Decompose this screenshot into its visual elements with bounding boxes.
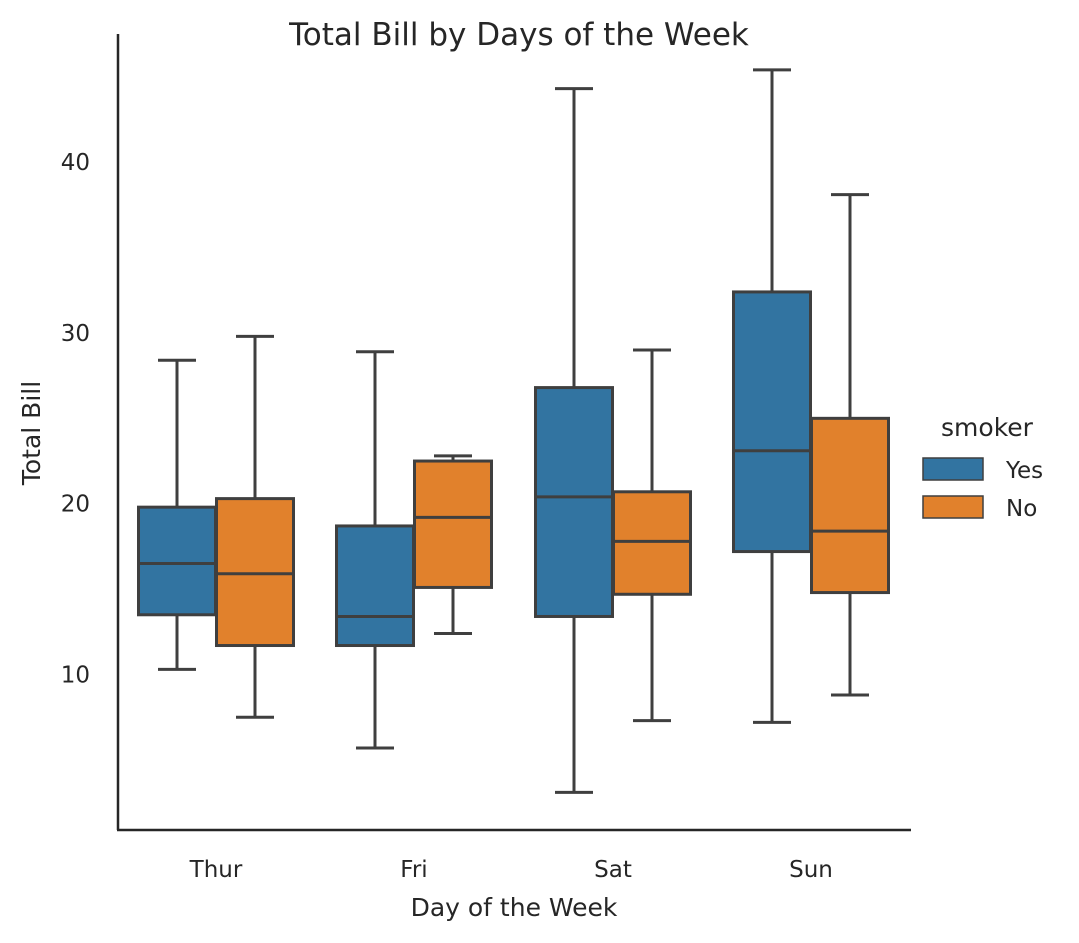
y-tick-label: 30 bbox=[61, 321, 90, 347]
box-thur-yes bbox=[137, 358, 217, 671]
iqr-box bbox=[810, 416, 890, 595]
legend-title: smoker bbox=[941, 413, 1034, 442]
box-fri-no bbox=[413, 454, 493, 636]
x-tick-label: Sun bbox=[789, 857, 833, 883]
iqr-box bbox=[137, 505, 217, 617]
x-tick-labels: Thur Fri Sat Sun bbox=[189, 857, 833, 883]
legend-swatch-no bbox=[922, 495, 984, 519]
legend-swatch-yes bbox=[922, 457, 984, 481]
box-fri-yes bbox=[335, 350, 415, 750]
plot-area bbox=[137, 68, 890, 794]
legend-items: Yes No bbox=[922, 457, 1043, 522]
x-tick-label: Fri bbox=[400, 857, 427, 883]
iqr-box bbox=[335, 524, 415, 648]
legend-label-yes: Yes bbox=[1005, 458, 1043, 484]
y-tick-label: 40 bbox=[61, 150, 90, 176]
y-tick-label: 20 bbox=[61, 492, 90, 518]
iqr-box bbox=[612, 490, 692, 596]
x-tick-label: Thur bbox=[189, 857, 243, 883]
chart-title: Total Bill by Days of the Week bbox=[288, 17, 749, 53]
y-axis-label: Total Bill bbox=[17, 381, 46, 486]
box-sun-no bbox=[810, 193, 890, 697]
iqr-box bbox=[732, 290, 812, 554]
legend: smoker Yes No bbox=[922, 413, 1043, 522]
box-thur-no bbox=[215, 334, 295, 719]
x-tick-label: Sat bbox=[594, 857, 632, 883]
y-tick-label: 10 bbox=[61, 663, 90, 689]
box-sat-yes bbox=[534, 87, 614, 794]
box-sun-yes bbox=[732, 68, 812, 724]
box-sat-no bbox=[612, 348, 692, 723]
iqr-box bbox=[215, 497, 295, 648]
iqr-box bbox=[413, 459, 493, 589]
legend-label-no: No bbox=[1006, 496, 1037, 522]
y-tick-labels: 10 20 30 40 bbox=[61, 150, 90, 688]
iqr-box bbox=[534, 386, 614, 618]
x-axis-label: Day of the Week bbox=[411, 893, 618, 922]
axes bbox=[116, 34, 911, 832]
